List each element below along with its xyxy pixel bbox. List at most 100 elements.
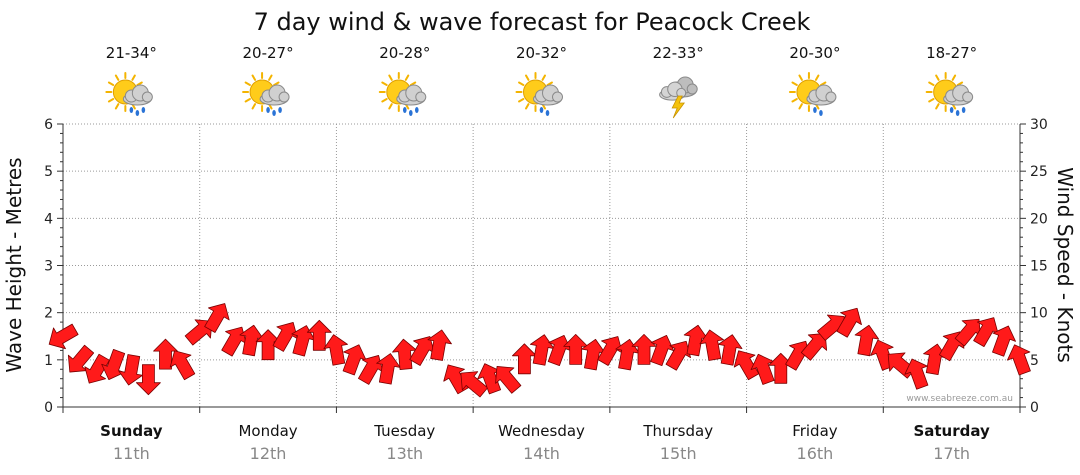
wind-arrow bbox=[135, 364, 161, 396]
rain-drop bbox=[135, 110, 140, 116]
wind-arrow bbox=[495, 366, 522, 394]
wind-arrow bbox=[954, 318, 981, 347]
day-name-label: Tuesday bbox=[373, 422, 435, 440]
wind-arrow bbox=[1006, 344, 1031, 376]
sun-ray bbox=[251, 74, 257, 81]
wind-arrow-shape bbox=[477, 363, 502, 395]
rain-drop bbox=[129, 107, 134, 113]
wind-arrow-shape bbox=[529, 334, 555, 366]
wind-arrow bbox=[376, 353, 401, 385]
temperature-range: 20-30° bbox=[789, 44, 840, 62]
wind-arrow-shape bbox=[1006, 344, 1031, 376]
wind-arrow-shape bbox=[973, 317, 999, 348]
sun-cloud-drizzle-icon bbox=[515, 72, 563, 116]
wind-arrow bbox=[169, 350, 196, 381]
sun-ray bbox=[518, 81, 525, 86]
wind-arrow bbox=[904, 358, 929, 390]
temperature-range: 20-28° bbox=[379, 44, 430, 62]
wind-arrow-shape bbox=[291, 325, 316, 357]
sun-ray bbox=[546, 81, 553, 86]
wind-arrow bbox=[800, 333, 828, 361]
wind-arrow-shape bbox=[495, 366, 522, 394]
cloud-shape bbox=[806, 84, 837, 106]
wind-arrow-shape bbox=[597, 336, 623, 366]
wind-arrow-shape bbox=[460, 371, 489, 398]
wind-arrow bbox=[118, 354, 143, 386]
right-tick-label: 30 bbox=[1030, 117, 1048, 133]
left-tick-label: 3 bbox=[44, 259, 53, 275]
sun-ray bbox=[381, 81, 388, 86]
wind-arrow bbox=[717, 334, 743, 366]
sun-ray bbox=[273, 81, 280, 86]
wind-arrow-shape bbox=[135, 364, 161, 396]
sun-ray bbox=[791, 98, 798, 103]
wind-arrow bbox=[992, 325, 1016, 357]
wind-arrow bbox=[631, 333, 657, 365]
day-date-label: 16th bbox=[797, 444, 834, 463]
wind-arrow-shape bbox=[512, 343, 537, 375]
wind-arrow-shape bbox=[118, 354, 143, 386]
wind-arrow bbox=[529, 334, 555, 366]
wind-arrow bbox=[581, 338, 606, 371]
sun-ray bbox=[136, 81, 143, 86]
wind-arrow-shape bbox=[563, 333, 589, 365]
sun-ray bbox=[525, 74, 530, 81]
wind-arrow-shape bbox=[427, 329, 452, 361]
wind-arrow bbox=[750, 353, 775, 385]
wind-arrow-shape bbox=[272, 322, 298, 352]
left-tick-label: 6 bbox=[44, 117, 53, 133]
sun-ray bbox=[820, 81, 827, 86]
sun-cloud-rain-icon bbox=[242, 72, 290, 116]
sun-cloud-rain-icon bbox=[105, 72, 153, 116]
wind-arrow bbox=[460, 371, 489, 398]
temperature-range: 20-27° bbox=[243, 44, 294, 62]
wind-arrow bbox=[101, 348, 126, 381]
wind-arrow bbox=[973, 317, 999, 348]
wind-arrow bbox=[512, 343, 537, 375]
wind-arrow-shape bbox=[323, 334, 348, 366]
cloud-shape bbox=[259, 84, 290, 106]
sun-ray bbox=[107, 81, 115, 86]
wind-arrow-shape bbox=[800, 333, 828, 361]
wind-arrow-shape bbox=[650, 334, 675, 367]
wind-arrow bbox=[733, 350, 760, 381]
wind-arrow-shape bbox=[239, 324, 264, 357]
right-tick-label: 25 bbox=[1030, 164, 1048, 180]
wind-arrow bbox=[255, 329, 281, 361]
wind-arrow bbox=[854, 324, 880, 357]
left-tick-label: 4 bbox=[44, 211, 53, 227]
wind-arrow bbox=[342, 344, 367, 376]
wind-arrow bbox=[650, 334, 675, 367]
wind-arrow bbox=[204, 303, 230, 333]
temperature-range: 22-33° bbox=[653, 44, 704, 62]
sun-ray bbox=[935, 103, 940, 110]
day-date-label: 13th bbox=[386, 444, 423, 463]
wind-arrow bbox=[48, 323, 79, 350]
wind-arrow-shape bbox=[342, 344, 367, 376]
wind-arrow bbox=[239, 324, 264, 357]
rain-drop bbox=[414, 107, 419, 113]
watermark: www.seabreeze.com.au bbox=[906, 394, 1013, 404]
lightning-bolt bbox=[671, 95, 686, 119]
day-date-label: 15th bbox=[660, 444, 697, 463]
wind-arrow bbox=[427, 329, 452, 361]
wind-arrow-shape bbox=[750, 353, 775, 385]
day-date-label: 17th bbox=[933, 444, 970, 463]
wind-arrow-shape bbox=[733, 350, 760, 381]
cloud-shape bbox=[122, 84, 153, 106]
rain-drop bbox=[961, 107, 966, 113]
right-tick-label: 15 bbox=[1030, 259, 1048, 275]
wind-arrow-shape bbox=[255, 329, 281, 361]
sun-ray bbox=[388, 74, 393, 81]
left-tick-label: 2 bbox=[44, 306, 53, 322]
rain-drop bbox=[949, 107, 954, 113]
wind-arrows bbox=[48, 303, 1031, 398]
rain-drop bbox=[955, 110, 960, 116]
left-axis-title: Wave Height - Metres bbox=[2, 157, 26, 372]
day-name-label: Wednesday bbox=[498, 422, 585, 440]
wind-arrow-shape bbox=[836, 307, 862, 338]
wind-arrow bbox=[597, 336, 623, 366]
sun-ray bbox=[928, 81, 935, 86]
wind-arrow bbox=[392, 338, 417, 370]
right-axis-title: Wind Speed - Knots bbox=[1053, 167, 1077, 363]
